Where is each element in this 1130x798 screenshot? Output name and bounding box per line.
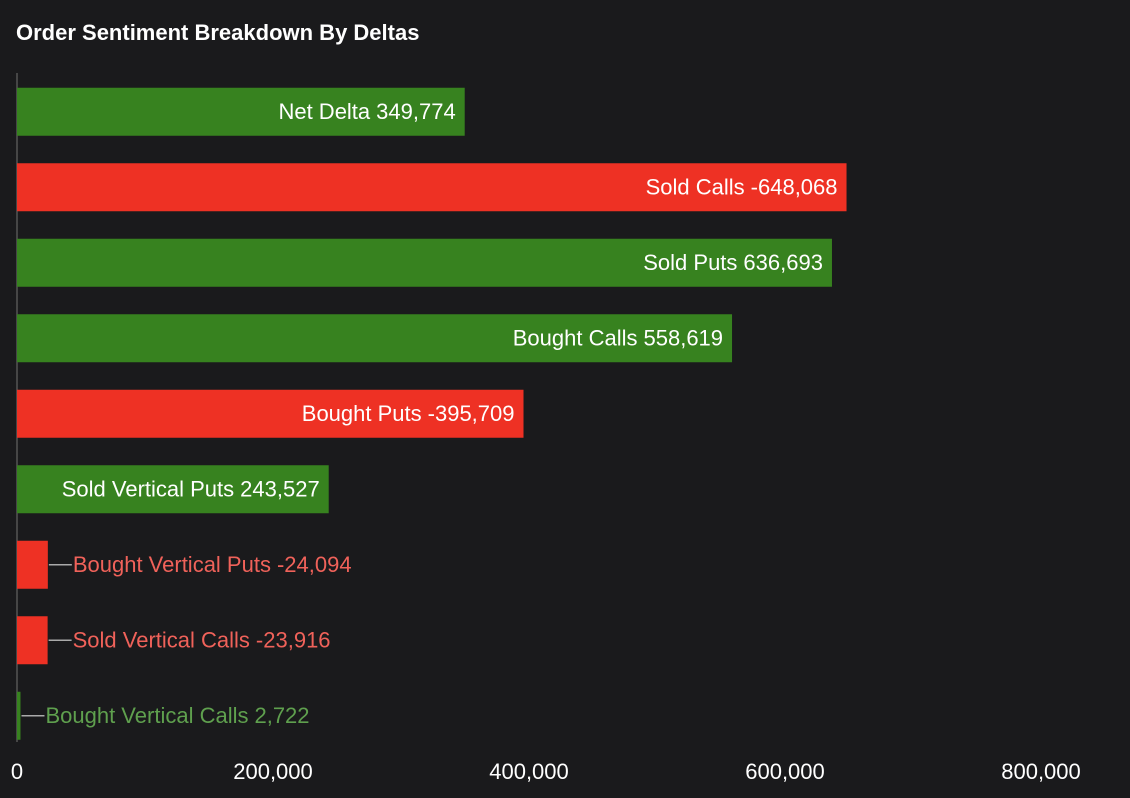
data-label-value: -24,094 <box>277 552 352 577</box>
data-label-category: Net Delta <box>278 99 370 124</box>
data-label: Bought Puts -395,709 <box>302 401 515 426</box>
x-tick-label: 200,000 <box>233 759 313 784</box>
data-label-value: 243,527 <box>240 476 320 501</box>
data-label-category: Bought Calls <box>513 325 638 350</box>
x-tick-label: 400,000 <box>489 759 569 784</box>
bar <box>17 314 733 363</box>
data-label-category: Bought Puts <box>302 401 422 426</box>
data-label-value: -648,068 <box>751 174 838 199</box>
x-tick-label: 800,000 <box>1001 759 1081 784</box>
data-label-value: 636,693 <box>743 250 823 275</box>
bar <box>17 465 329 514</box>
data-label-category: Sold Vertical Calls <box>73 627 250 652</box>
x-tick-label: 0 <box>11 759 23 784</box>
data-label-value: 558,619 <box>644 325 724 350</box>
bar <box>17 616 48 665</box>
data-label-category: Sold Vertical Puts <box>62 476 234 501</box>
bar <box>17 540 48 589</box>
data-label: Bought Calls 558,619 <box>513 325 723 350</box>
bar <box>17 163 847 212</box>
bar <box>17 238 832 287</box>
bar <box>17 691 21 740</box>
data-label-value: -395,709 <box>428 401 515 426</box>
x-tick-label: 600,000 <box>745 759 825 784</box>
data-label: Sold Vertical Puts 243,527 <box>62 476 320 501</box>
data-label: Sold Vertical Calls -23,916 <box>73 627 331 652</box>
data-label: Net Delta 349,774 <box>278 99 455 124</box>
bar <box>17 389 524 438</box>
data-label: Bought Vertical Calls 2,722 <box>45 703 309 728</box>
data-label: Bought Vertical Puts -24,094 <box>73 552 352 577</box>
data-label-category: Sold Calls <box>646 174 745 199</box>
data-label-category: Sold Puts <box>643 250 737 275</box>
data-label-value: -23,916 <box>256 627 331 652</box>
data-label-category: Bought Vertical Puts <box>73 552 271 577</box>
chart-title: Order Sentiment Breakdown By Deltas <box>16 20 419 45</box>
bar <box>17 87 465 136</box>
data-label-value: 349,774 <box>376 99 456 124</box>
data-label-category: Bought Vertical Calls <box>45 703 248 728</box>
data-label: Sold Calls -648,068 <box>646 174 838 199</box>
data-label-value: 2,722 <box>254 703 309 728</box>
data-label: Sold Puts 636,693 <box>643 250 823 275</box>
